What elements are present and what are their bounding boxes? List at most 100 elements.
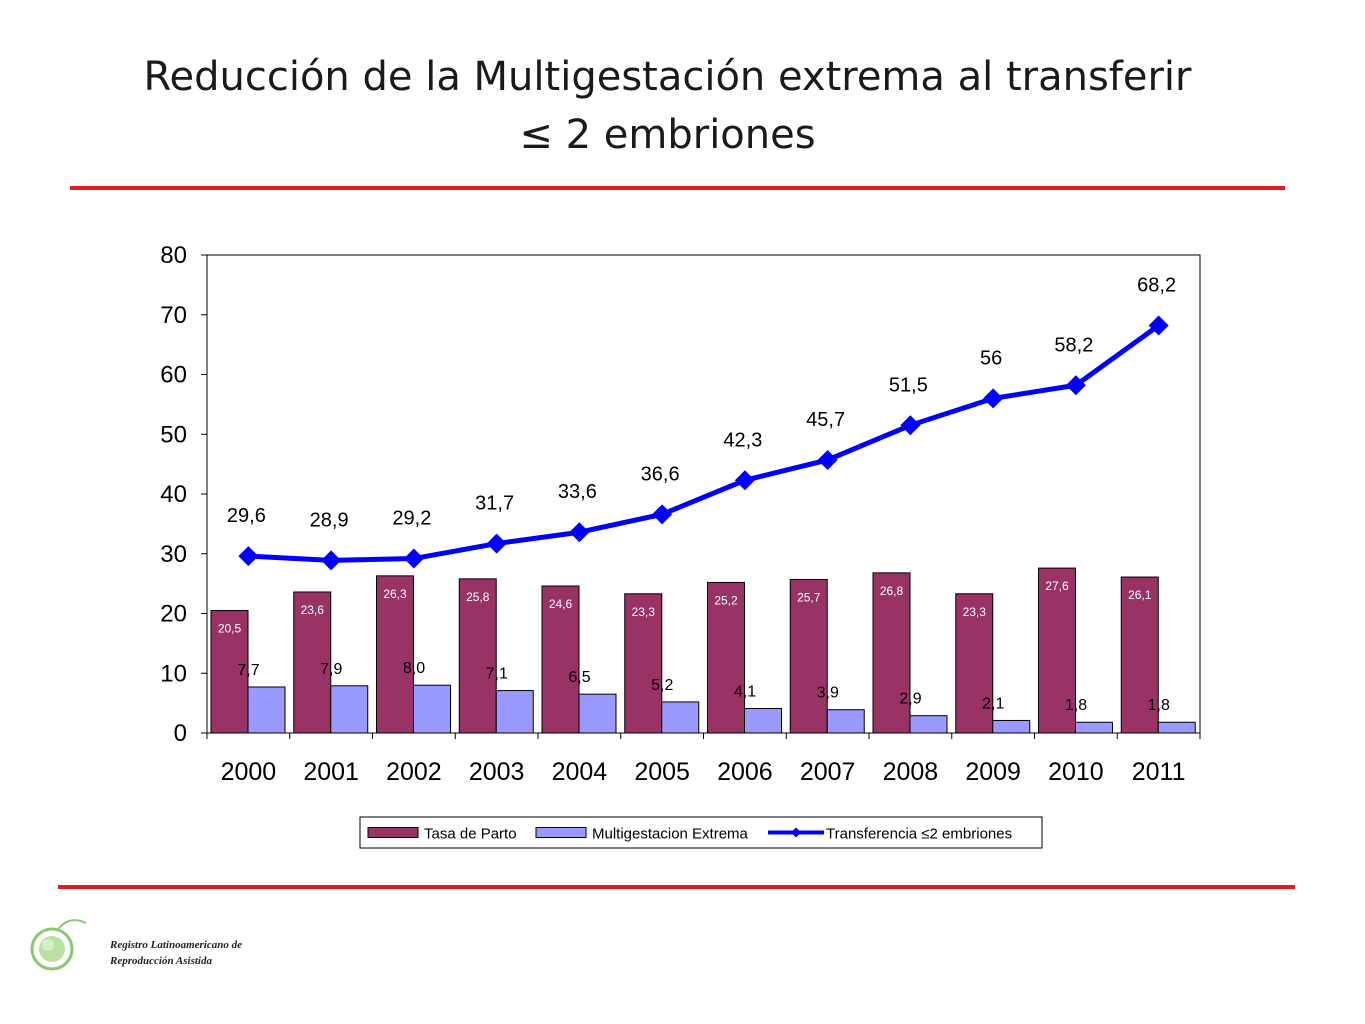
x-tick-label: 2009 bbox=[965, 758, 1021, 786]
bar-label-tasa-de-parto: 23,3 bbox=[632, 605, 656, 619]
bar-label-tasa-de-parto: 27,6 bbox=[1045, 579, 1069, 593]
point-label-transferencia: 31,7 bbox=[475, 493, 514, 515]
bar-label-multigestacion-extrema: 2,1 bbox=[982, 695, 1004, 712]
bar-label-tasa-de-parto: 25,7 bbox=[797, 590, 821, 604]
logo-text-line-1: Registro Latinoamericano de bbox=[110, 939, 242, 951]
point-label-transferencia: 36,6 bbox=[641, 463, 680, 485]
bar-multigestacion-extrema bbox=[992, 719, 1031, 734]
point-label-transferencia: 29,6 bbox=[227, 505, 266, 527]
point-transferencia bbox=[238, 546, 259, 567]
x-tick-label: 2005 bbox=[634, 758, 690, 786]
bar-label-multigestacion-extrema: 8,0 bbox=[403, 660, 425, 677]
legend-label: Multigestacion Extrema bbox=[592, 826, 749, 843]
point-transferencia bbox=[569, 522, 590, 543]
point-transferencia bbox=[734, 470, 755, 491]
bar-tasa-de-parto bbox=[1120, 576, 1159, 734]
x-tick-label: 2011 bbox=[1132, 758, 1186, 786]
x-tick-label: 2006 bbox=[717, 758, 773, 786]
bar-multigestacion-extrema bbox=[826, 709, 865, 734]
title-line-2: ≤ 2 embriones bbox=[519, 112, 816, 158]
legend-box bbox=[359, 816, 1043, 849]
y-tick-label: 0 bbox=[174, 720, 187, 747]
legend-label: Tasa de Parto bbox=[424, 826, 517, 843]
point-transferencia bbox=[403, 548, 424, 569]
point-transferencia bbox=[1148, 315, 1169, 336]
x-tick-label: 2010 bbox=[1048, 758, 1104, 786]
y-tick-label: 40 bbox=[160, 481, 187, 508]
logo-emblem-icon bbox=[30, 919, 87, 971]
y-tick-label: 50 bbox=[160, 421, 187, 448]
bar-label-multigestacion-extrema: 5,2 bbox=[651, 677, 673, 694]
bar-multigestacion-extrema bbox=[909, 715, 948, 734]
title-line-1: Reducción de la Multigestación extrema a… bbox=[143, 54, 1192, 100]
point-transferencia bbox=[900, 415, 921, 436]
point-transferencia bbox=[652, 504, 673, 525]
bar-tasa-de-parto bbox=[955, 593, 994, 734]
point-transferencia bbox=[321, 550, 342, 571]
bar-multigestacion-extrema bbox=[495, 690, 534, 734]
bar-tasa-de-parto bbox=[541, 585, 580, 734]
point-label-transferencia: 51,5 bbox=[889, 374, 928, 396]
y-tick-label: 30 bbox=[160, 541, 187, 568]
bar-label-multigestacion-extrema: 4,1 bbox=[734, 684, 756, 701]
bar-label-multigestacion-extrema: 2,9 bbox=[899, 691, 921, 708]
point-label-transferencia: 29,2 bbox=[392, 508, 431, 530]
bar-multigestacion-extrema bbox=[413, 684, 451, 734]
x-tick-label: 2004 bbox=[552, 758, 608, 786]
point-transferencia bbox=[817, 449, 838, 470]
bar-label-tasa-de-parto: 24,6 bbox=[549, 597, 573, 611]
x-tick-label: 2003 bbox=[469, 758, 525, 786]
point-label-transferencia: 33,6 bbox=[558, 481, 597, 503]
bar-multigestacion-extrema bbox=[247, 686, 286, 734]
bar-tasa-de-parto bbox=[376, 575, 414, 734]
bar-tasa-de-parto bbox=[293, 591, 332, 734]
bar-label-tasa-de-parto: 26,3 bbox=[383, 587, 407, 601]
point-transferencia bbox=[486, 533, 507, 554]
legend-label: Transferencia ≤2 embriones bbox=[826, 826, 1012, 843]
chart: 0 10 20 30 40 50 60 70 80 2000 2001 2002 2003 2004 200… bbox=[160, 242, 1201, 849]
top-divider bbox=[70, 186, 1285, 190]
point-label-transferencia: 68,2 bbox=[1137, 275, 1176, 297]
bar-label-tasa-de-parto: 20,5 bbox=[218, 622, 242, 636]
bar-multigestacion-extrema bbox=[1157, 721, 1196, 734]
bar-multigestacion-extrema bbox=[661, 701, 700, 734]
legend-swatch bbox=[367, 827, 419, 838]
point-label-transferencia: 28,9 bbox=[310, 509, 349, 531]
bar-multigestacion-extrema bbox=[578, 693, 617, 734]
x-tick-label: 2007 bbox=[800, 758, 856, 786]
bar-label-tasa-de-parto: 23,3 bbox=[963, 605, 987, 619]
point-label-transferencia: 58,2 bbox=[1054, 334, 1093, 356]
bar-tasa-de-parto bbox=[210, 610, 249, 734]
bar-tasa-de-parto bbox=[1038, 567, 1076, 734]
y-tick-label: 80 bbox=[160, 242, 187, 269]
bar-label-multigestacion-extrema: 1,8 bbox=[1065, 697, 1087, 714]
point-label-transferencia: 42,3 bbox=[723, 429, 762, 451]
y-tick-label: 60 bbox=[160, 362, 187, 389]
bar-tasa-de-parto bbox=[789, 578, 828, 734]
legend-marker bbox=[791, 827, 801, 838]
y-tick-label: 10 bbox=[160, 660, 187, 687]
point-label-transferencia: 56 bbox=[980, 347, 1002, 369]
bar-label-multigestacion-extrema: 3,9 bbox=[817, 685, 839, 702]
bar-label-multigestacion-extrema: 7,1 bbox=[486, 666, 508, 683]
bar-label-tasa-de-parto: 26,1 bbox=[1128, 588, 1152, 602]
bar-multigestacion-extrema bbox=[330, 685, 369, 734]
bottom-divider bbox=[58, 885, 1295, 889]
point-label-transferencia: 45,7 bbox=[806, 409, 845, 431]
bar-label-multigestacion-extrema: 7,7 bbox=[237, 662, 259, 679]
bar-tasa-de-parto bbox=[707, 581, 745, 734]
bar-label-multigestacion-extrema: 6,5 bbox=[568, 669, 590, 686]
bar-tasa-de-parto bbox=[458, 578, 497, 734]
bar-tasa-de-parto bbox=[872, 572, 911, 734]
bar-tasa-de-parto bbox=[624, 593, 663, 734]
legend-swatch bbox=[535, 827, 587, 838]
x-tick-label: 2000 bbox=[221, 758, 277, 786]
bar-label-multigestacion-extrema: 7,9 bbox=[320, 661, 342, 678]
bar-label-tasa-de-parto: 23,6 bbox=[301, 603, 325, 617]
bar-label-tasa-de-parto: 26,8 bbox=[880, 584, 904, 598]
bar-multigestacion-extrema bbox=[1075, 721, 1113, 734]
bar-label-tasa-de-parto: 25,8 bbox=[466, 590, 490, 604]
page-title: Reducción de la Multigestación extrema a… bbox=[0, 48, 1335, 164]
point-transferencia bbox=[1065, 375, 1086, 396]
x-tick-label: 2001 bbox=[303, 758, 359, 786]
